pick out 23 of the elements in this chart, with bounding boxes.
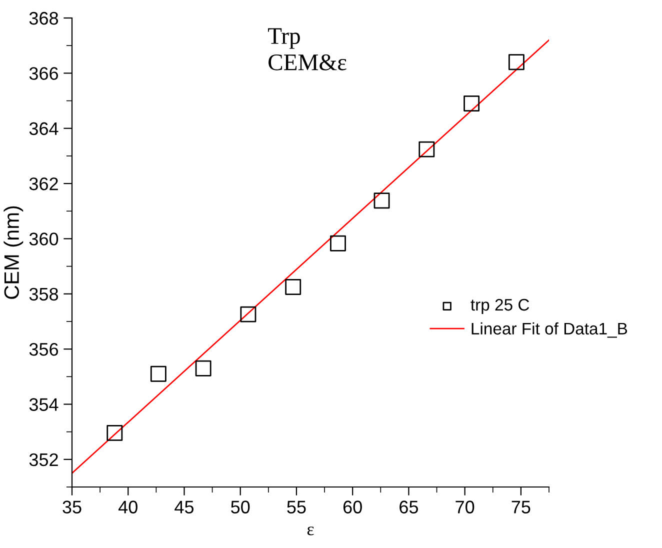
y-tick-label: 356 [29,342,58,356]
x-tick-label: 45 [174,500,194,514]
y-tick-label: 366 [29,67,58,80]
y-axis-title: CEM (nm) [4,206,24,299]
y-tick-label: 364 [29,122,58,136]
text: Trp CEM&ε [268,28,346,70]
x-tick-label: 35 [62,500,82,514]
y-tick-label: 354 [29,398,58,411]
y-tick-label: 360 [29,232,58,246]
x-tick-label: 60 [343,500,362,514]
x-tick-label: 70 [456,500,474,514]
x-tick-label: 55 [287,500,306,514]
y-tick-label: 362 [29,177,58,190]
y-tick-label: 358 [29,288,58,301]
legend-label: trp 25 C [470,298,530,314]
x-tick-label: 65 [400,500,418,514]
x-axis-title: ε [307,526,314,536]
x-tick-label: 40 [118,500,138,514]
legend-label: Linear Fit of Data1_B [472,322,628,338]
y-tick-label: 352 [29,453,58,466]
y-tick-label: 368 [29,12,58,25]
x-tick-label: 50 [231,500,250,514]
x-tick-label: 75 [512,500,530,514]
